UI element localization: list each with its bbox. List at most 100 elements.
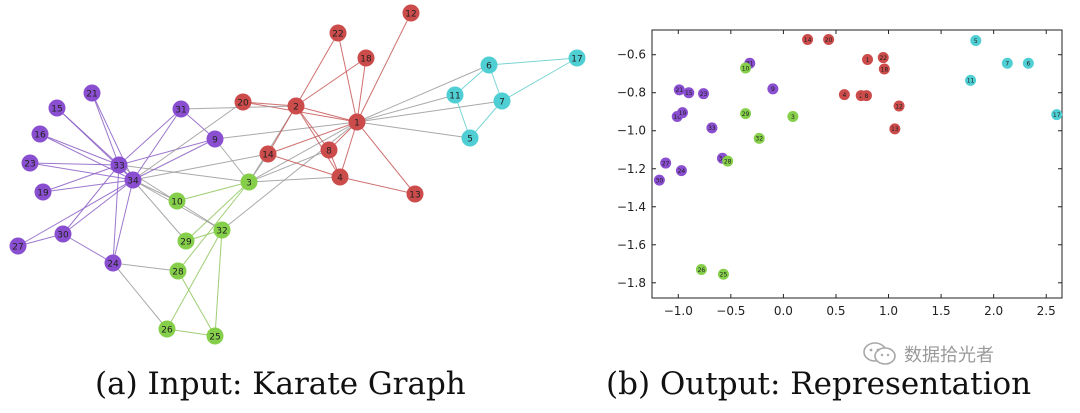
scatter-point-19: 19 — [676, 107, 688, 119]
scatter-point-label: 18 — [881, 66, 889, 73]
scatter-point-label: 14 — [804, 37, 812, 44]
graph-edge-2-20 — [242, 101, 297, 107]
graph-edge-30-34 — [62, 179, 134, 235]
graph-node-label: 10 — [171, 198, 183, 208]
graph-node-label: 25 — [209, 333, 220, 343]
y-tick-label: −1.8 — [617, 276, 646, 290]
graph-edge-14-34 — [132, 153, 269, 181]
scatter-point-label: 19 — [679, 110, 687, 117]
scatter-point-label: 11 — [967, 78, 975, 85]
scatter-point-17: 17 — [1051, 109, 1063, 121]
graph-edge-16-33 — [39, 133, 120, 166]
axis-ticks: −1.0 −0.5 0.0 0.5 1.0 1.5 2.0 2.5 −0.6 −0.8 −1.0 −1… — [617, 30, 1062, 318]
scatter-point-label: 23 — [700, 91, 708, 98]
scatter-point-label: 9 — [771, 86, 775, 93]
scatter-point-11: 11 — [965, 74, 977, 86]
graph-edge-1-11 — [356, 94, 456, 123]
graph-node-label: 5 — [467, 135, 473, 145]
graph-node-label: 12 — [405, 10, 416, 20]
graph-edge-1-13 — [356, 121, 416, 195]
graph-node-34: 34 — [124, 171, 142, 189]
scatter-point-label: 8 — [865, 93, 869, 100]
scatter-point-label: 10 — [742, 65, 750, 72]
graph-edge-23-33 — [29, 162, 120, 166]
scatter-point-30: 30 — [653, 174, 665, 186]
graph-edge-4-13 — [339, 176, 416, 195]
graph-edge-20-34 — [132, 101, 244, 181]
graph-node-label: 14 — [262, 151, 274, 161]
scatter-point-label: 6 — [1026, 61, 1030, 68]
scatter-point-label: 12 — [895, 103, 903, 110]
scatter-point-22: 22 — [877, 52, 889, 64]
graph-edge-3-29 — [185, 181, 250, 242]
watermark: 数据拾光者 — [862, 341, 994, 367]
graph-edge-1-6 — [356, 64, 490, 123]
graph-node-label: 1 — [354, 119, 360, 129]
graph-node-label: 34 — [127, 177, 139, 187]
graph-edge-1-22 — [337, 32, 358, 123]
graph-node-33: 33 — [110, 156, 128, 174]
graph-node-label: 4 — [337, 174, 343, 184]
graph-edge-3-4 — [248, 176, 341, 183]
graph-node-16: 16 — [31, 125, 49, 143]
graph-node-label: 28 — [172, 268, 184, 278]
scatter-point-label: 1 — [866, 57, 870, 64]
x-tick-label: 2.0 — [984, 304, 1003, 318]
graph-edge-24-28 — [112, 262, 179, 272]
x-tick-label: 0.5 — [826, 304, 845, 318]
scatter-point-label: 15 — [685, 90, 693, 97]
graph-edge-2-14 — [267, 105, 297, 155]
y-tick-label: −1.6 — [617, 238, 646, 252]
karate-graph-panel: 123 4567891011121314151617181920212223242… — [9, 4, 586, 345]
graph-node-label: 29 — [180, 238, 192, 248]
scatter-point-label: 3 — [791, 114, 795, 121]
graph-node-7: 7 — [493, 92, 511, 110]
graph-node-label: 20 — [237, 99, 249, 109]
graph-edge-9-33 — [118, 138, 216, 166]
graph-edge-1-18 — [356, 57, 367, 123]
graph-node-label: 23 — [24, 160, 35, 170]
graph-node-8: 8 — [320, 141, 338, 159]
graph-edge-27-34 — [17, 179, 134, 247]
graph-edge-4-14 — [267, 153, 341, 178]
graph-edge-23-34 — [29, 162, 134, 181]
graph-edge-1-32 — [221, 121, 358, 231]
caption-input-graph: (a) Input: Karate Graph — [95, 366, 466, 402]
scatter-point-3: 3 — [787, 110, 799, 122]
graph-node-9: 9 — [206, 130, 224, 148]
scatter-point-label: 16 — [673, 114, 681, 121]
graph-node-29: 29 — [177, 232, 195, 250]
graph-edge-29-34 — [132, 179, 187, 242]
graph-edge-1-12 — [356, 12, 412, 123]
graph-edge-31-34 — [132, 108, 182, 181]
x-tick-label: 1.5 — [932, 304, 951, 318]
x-tick-label: 1.0 — [879, 304, 898, 318]
graph-edge-30-33 — [62, 164, 120, 235]
scatter-point-label: 17 — [1053, 112, 1061, 119]
scatter-point-label: 21 — [676, 87, 684, 94]
scatter-point-label: 24 — [678, 168, 686, 175]
graph-edge-31-33 — [118, 108, 182, 166]
y-tick-label: −1.0 — [617, 124, 646, 138]
graph-edge-1-2 — [295, 105, 358, 123]
scatter-point-15: 15 — [683, 87, 695, 99]
scatter-point-label: 25 — [720, 272, 728, 279]
graph-edge-19-33 — [42, 164, 120, 193]
scatter-point-32: 32 — [753, 132, 765, 144]
scatter-point-25: 25 — [717, 268, 729, 280]
scatter-point-label: 30 — [656, 177, 664, 184]
caption-output-representation: (b) Output: Representation — [606, 366, 1032, 402]
graph-edge-6-17 — [488, 57, 578, 66]
x-tick-label: 0.0 — [774, 304, 793, 318]
scatter-point-label: 34 — [719, 156, 727, 163]
graph-node-20: 20 — [234, 93, 252, 111]
scatter-point-label: 32 — [755, 136, 763, 143]
scatter-point-24: 24 — [675, 165, 687, 177]
graph-node-label: 31 — [175, 106, 186, 116]
graph-edge-2-22 — [295, 32, 339, 107]
graph-node-label: 22 — [332, 30, 343, 40]
graph-edge-1-3 — [248, 121, 358, 183]
graph-edge-25-32 — [214, 229, 223, 337]
scatter-point-12: 12 — [893, 100, 905, 112]
graph-node-label: 16 — [34, 131, 46, 141]
